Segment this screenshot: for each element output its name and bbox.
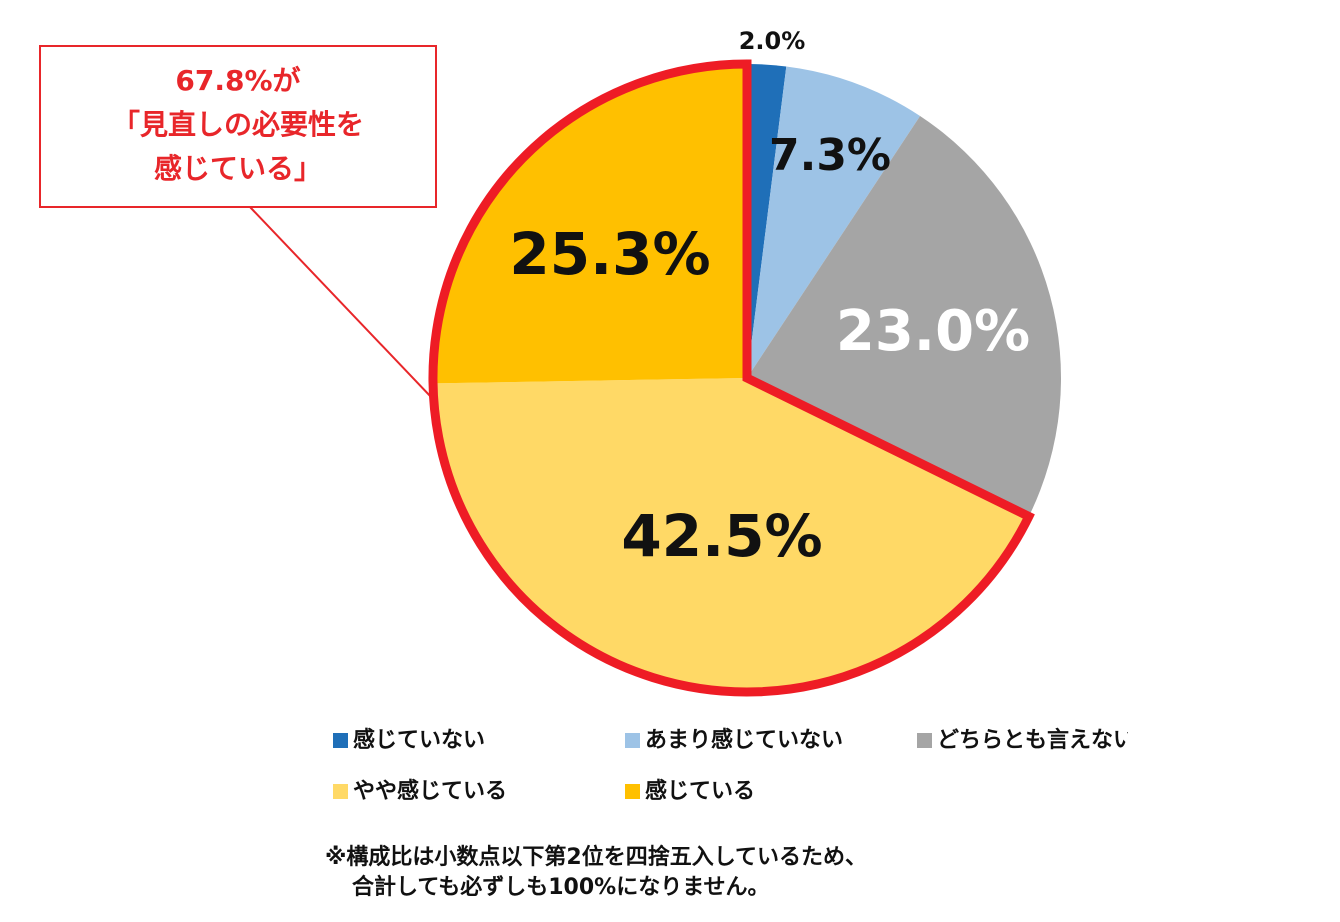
data-label: 25.3%	[509, 220, 710, 288]
legend-swatch	[625, 784, 640, 799]
data-label: 7.3%	[769, 130, 891, 181]
highlight-outline	[428, 59, 1035, 697]
annotation-text: 67.8%が	[175, 64, 300, 97]
footnote: 合計しても必ずしも100%になりません。	[352, 874, 770, 900]
annotation-leader	[249, 206, 433, 399]
annotation-text: 感じている」	[154, 152, 322, 185]
pie-slice	[747, 66, 921, 379]
footnote: ※構成比は小数点以下第2位を四捨五入しているため、	[325, 844, 867, 870]
data-label: 2.0%	[739, 27, 806, 55]
data-label: 42.5%	[621, 502, 822, 570]
data-label: 23.0%	[836, 299, 1030, 364]
legend-label: どちらとも言えない	[937, 727, 1135, 753]
annotation-box	[39, 45, 437, 208]
legend-swatch	[333, 784, 348, 799]
legend-swatch	[333, 733, 348, 748]
legend-label: 感じている	[645, 778, 755, 804]
annotation-text: 「見直しの必要性を	[112, 108, 364, 141]
pie-slice	[433, 378, 1029, 692]
legend-swatch	[917, 733, 932, 748]
pie-slice	[747, 64, 787, 378]
pie-slice	[433, 64, 747, 384]
legend-label: やや感じている	[353, 778, 507, 804]
legend-label: あまり感じていない	[645, 727, 843, 753]
legend-swatch	[625, 733, 640, 748]
legend-label: 感じていない	[353, 727, 485, 753]
